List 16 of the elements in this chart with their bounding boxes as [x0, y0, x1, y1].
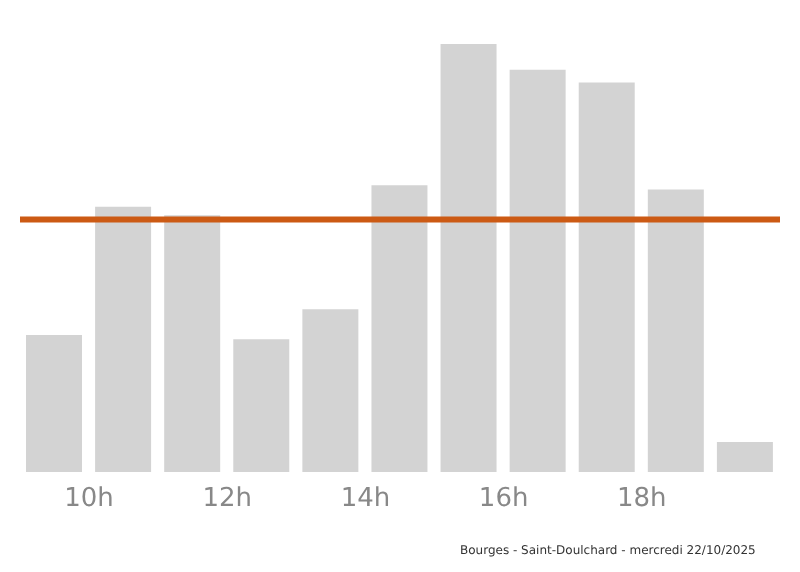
bar	[509, 69, 566, 472]
bar	[647, 189, 704, 472]
bar	[95, 206, 152, 472]
bar	[716, 442, 773, 472]
bar	[440, 44, 497, 472]
bar	[26, 335, 82, 472]
bar	[164, 215, 221, 472]
bar	[233, 339, 290, 472]
x-tick-label: 14h	[340, 484, 391, 515]
x-tick-label: 16h	[478, 484, 529, 515]
bar	[302, 309, 359, 472]
x-tick-label: 18h	[617, 484, 667, 515]
x-tick-label: 12h	[202, 484, 253, 515]
bar	[371, 185, 428, 472]
x-tick-label: 10h	[64, 484, 114, 515]
bar	[578, 82, 635, 472]
